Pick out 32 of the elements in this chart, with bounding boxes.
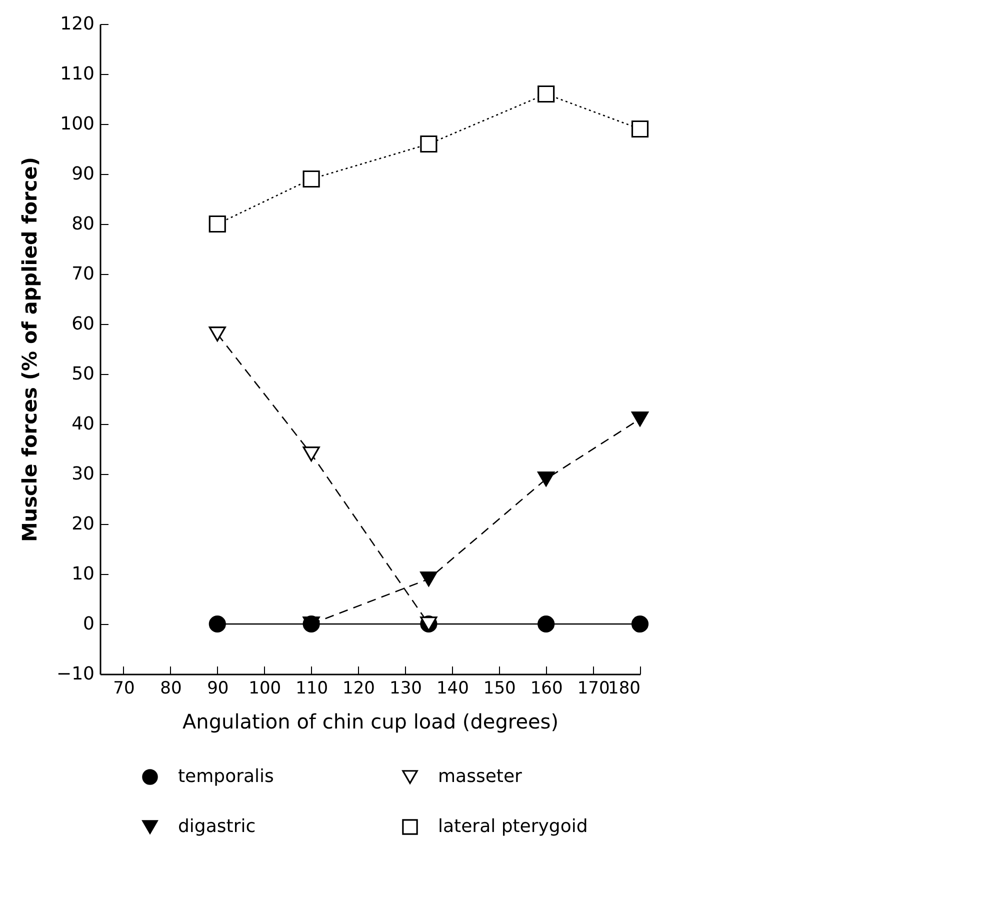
y-tick-label: 30 xyxy=(72,464,94,484)
x-tick-label: 120 xyxy=(342,678,375,698)
y-tick-label: 10 xyxy=(72,564,94,584)
x-tick-label: 70 xyxy=(113,678,135,698)
y-tick-label: −10 xyxy=(56,664,94,684)
x-tick-label: 100 xyxy=(248,678,282,698)
y-tick-label: 20 xyxy=(72,514,94,534)
x-tick-label: 160 xyxy=(530,678,563,698)
x-tick-label: 90 xyxy=(207,678,229,698)
x-tick-label: 170 xyxy=(577,678,610,698)
legend-label: temporalis xyxy=(178,766,274,787)
x-tick-label: 140 xyxy=(436,678,469,698)
x-tick-label: 130 xyxy=(389,678,422,698)
y-tick-label: 110 xyxy=(60,64,94,84)
y-tick-label: 0 xyxy=(83,614,94,634)
x-axis-title: Angulation of chin cup load (degrees) xyxy=(182,710,559,734)
x-tick-label: 80 xyxy=(160,678,182,698)
y-tick-label: 100 xyxy=(60,114,94,134)
legend-label: digastric xyxy=(178,816,256,837)
y-tick-label: 90 xyxy=(72,164,94,184)
x-tick-label: 110 xyxy=(296,678,328,698)
y-tick-label: 40 xyxy=(72,414,94,434)
x-tick-label: 150 xyxy=(483,678,516,698)
legend-label: masseter xyxy=(438,766,523,787)
y-tick-label: 50 xyxy=(72,364,94,384)
y-axis-title: Muscle forces (% of applied force) xyxy=(18,157,42,542)
y-tick-label: 120 xyxy=(60,14,94,34)
x-tick-label: 180 xyxy=(608,678,640,698)
y-tick-label: 70 xyxy=(72,264,94,284)
y-tick-label: 80 xyxy=(72,214,94,234)
y-tick-label: 60 xyxy=(72,314,94,334)
legend-label: lateral pterygoid xyxy=(438,816,588,837)
